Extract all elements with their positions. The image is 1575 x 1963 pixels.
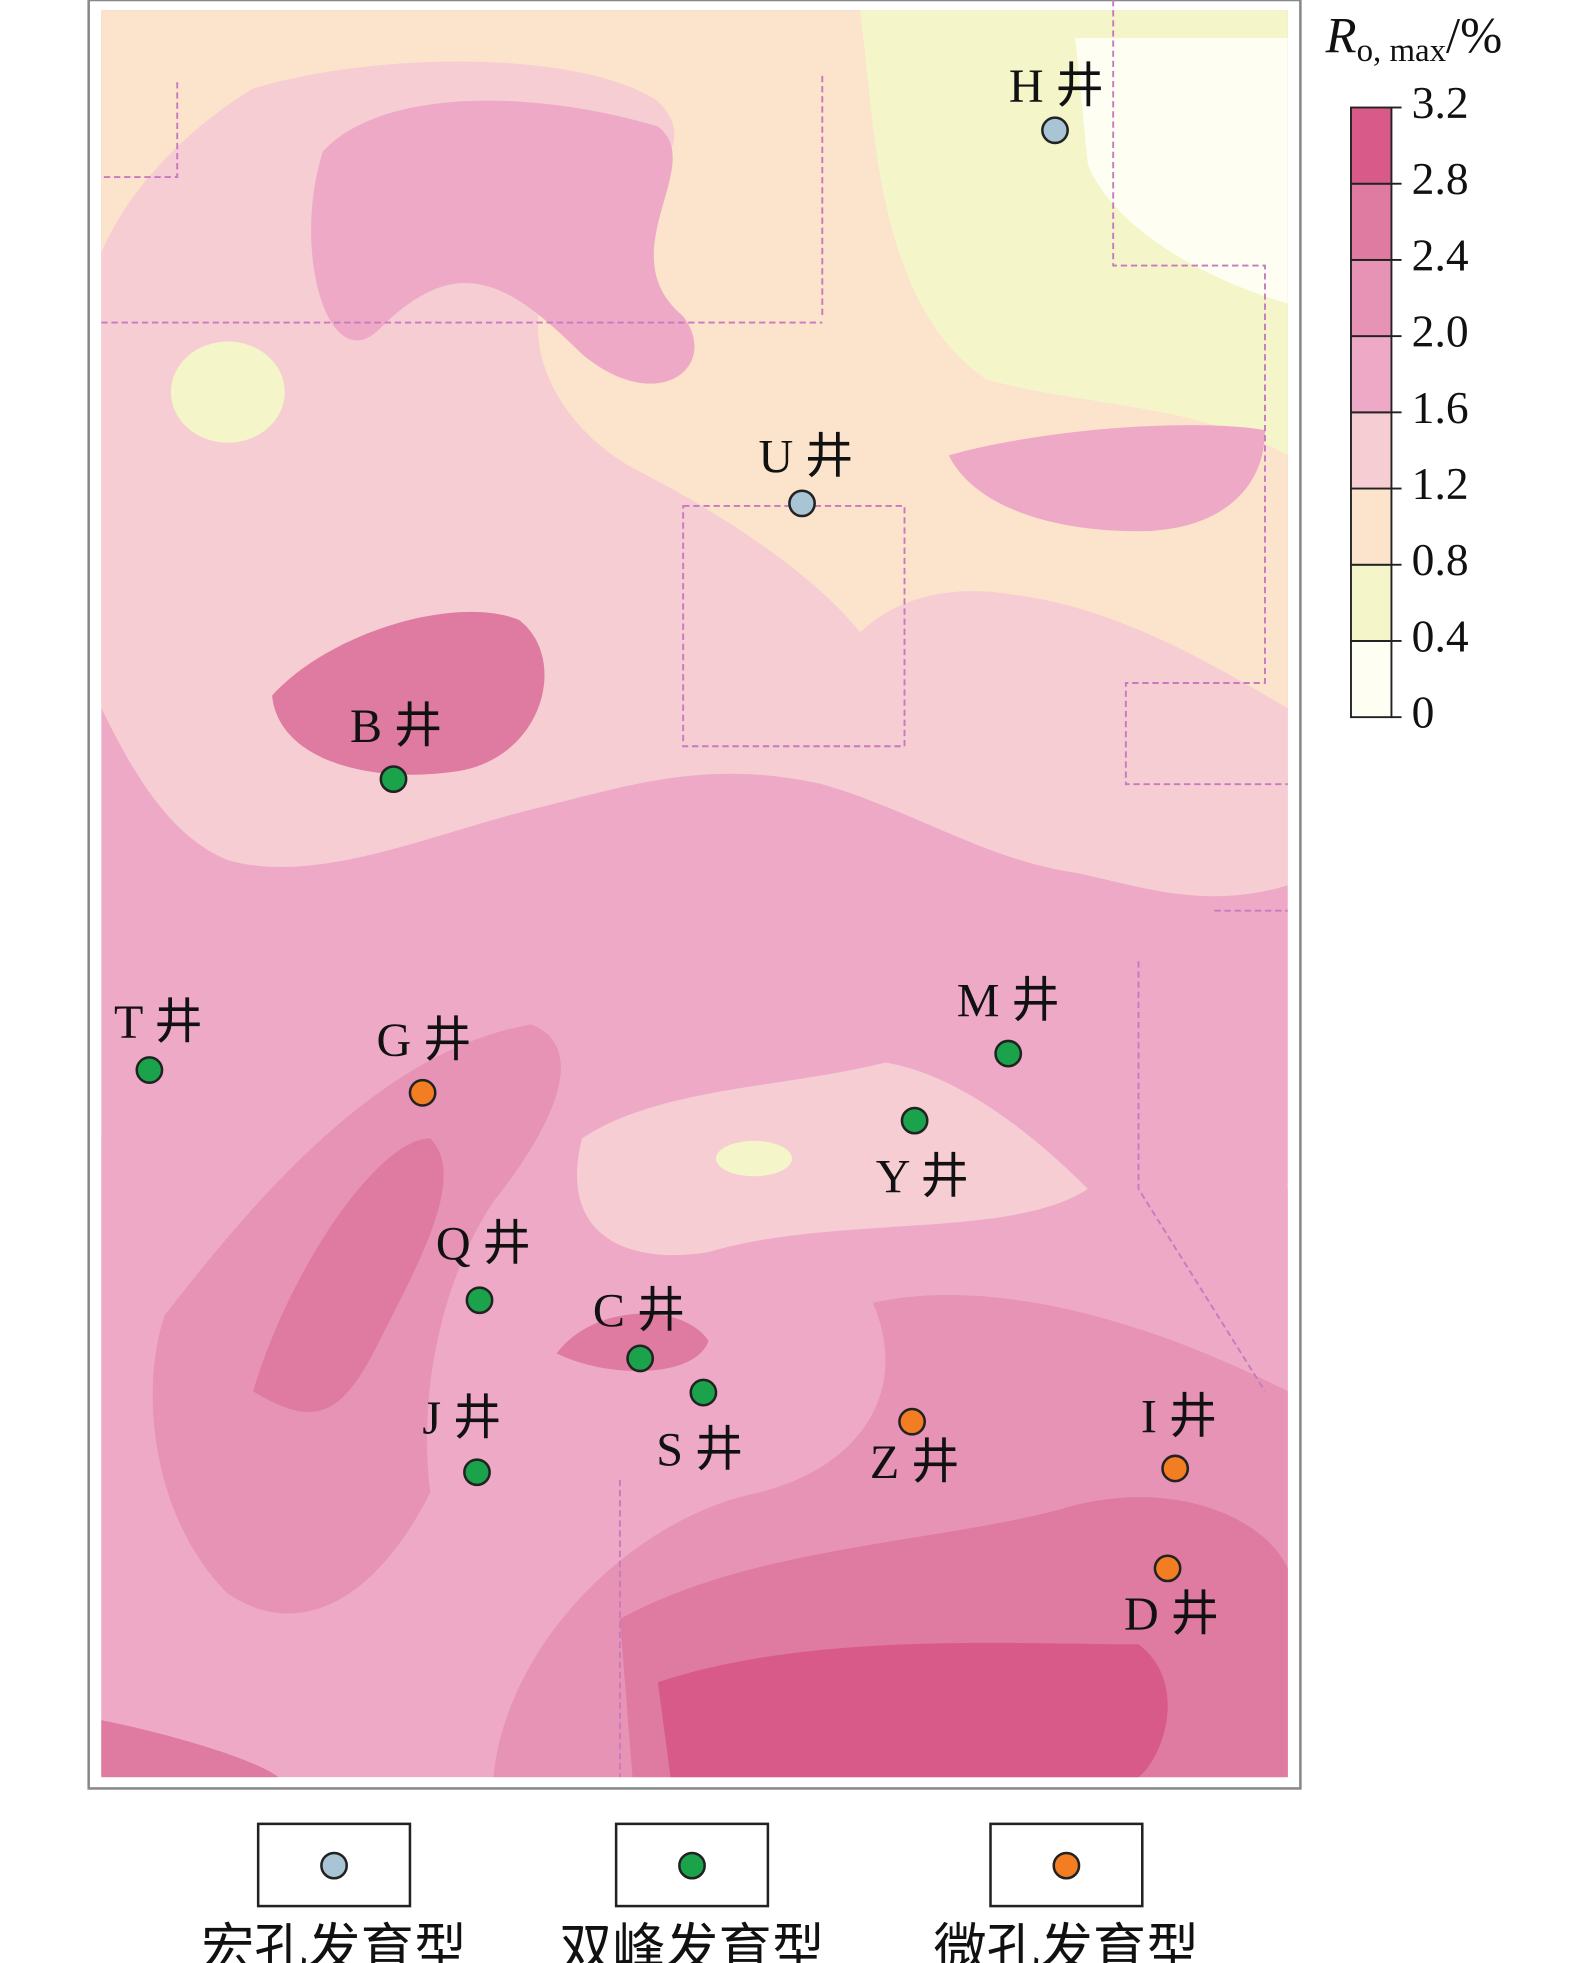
well-marker (788, 489, 816, 518)
legend-label: 宏孔发育型 (201, 1920, 467, 1963)
zone (253, 1138, 444, 1413)
colorbar-tick-label: 1.6 (1412, 382, 1469, 433)
legend-marker (678, 1851, 706, 1880)
well-label: U 井 (758, 431, 853, 484)
title-unit: /% (1446, 7, 1502, 63)
zone (657, 1642, 1168, 1778)
title-subscript: o, max (1357, 33, 1447, 69)
zone (948, 425, 1265, 532)
colorbar-tick-label: 0.4 (1412, 610, 1469, 661)
colorbar-tick-label: 2.0 (1412, 306, 1469, 357)
well-marker (1153, 1554, 1182, 1583)
colorbar-band (1350, 106, 1393, 185)
colorbar-band (1350, 487, 1393, 566)
zone (577, 1062, 1088, 1256)
well-label: Y 井 (876, 1150, 969, 1203)
zone (101, 1720, 279, 1778)
well-label: M 井 (957, 975, 1060, 1028)
well-marker (994, 1039, 1023, 1068)
well-label: Z 井 (870, 1436, 959, 1489)
colorbar-band (1350, 182, 1393, 261)
well-marker (689, 1378, 718, 1407)
contour-map (87, 0, 1302, 1790)
well-label: I 井 (1141, 1391, 1217, 1444)
colorbar-band (1350, 411, 1393, 490)
legend-label: 双峰发育型 (559, 1920, 825, 1963)
well-marker (135, 1056, 164, 1084)
boundary (101, 0, 1288, 1778)
well-label: G 井 (376, 1014, 471, 1067)
legend-label: 微孔发育型 (934, 1920, 1200, 1963)
colorbar-tick-label: 3.2 (1412, 77, 1469, 128)
zone (272, 611, 545, 775)
wells: H 井 U 井 B 井 T 井 G 井 M 井 Y 井 Q 井 C 井 S 井 J 井 Z 井 I 井 D… (114, 60, 1219, 1641)
title-symbol: R (1325, 7, 1357, 63)
colorbar-tick-label: 1.2 (1412, 458, 1469, 509)
legend: 宏孔发育型 双峰发育型 微孔发育型 (201, 1822, 1200, 1963)
zone (170, 341, 285, 443)
legend-marker (1052, 1851, 1081, 1880)
legend-marker (320, 1851, 348, 1880)
well-marker (379, 765, 408, 794)
well-marker (900, 1106, 929, 1135)
well-marker (408, 1078, 437, 1107)
colorbar-tick-label: 0 (1412, 687, 1435, 738)
well-label: J 井 (422, 1392, 501, 1445)
colorbar-band (1350, 639, 1393, 719)
well-marker (465, 1286, 494, 1315)
well-label: C 井 (593, 1284, 685, 1337)
colorbar-tick-label: 0.8 (1412, 534, 1469, 585)
well-marker (1161, 1454, 1190, 1483)
zone (716, 1140, 792, 1177)
well-label: S 井 (656, 1424, 743, 1477)
well-label: T 井 (114, 996, 203, 1049)
colorbar-band (1350, 563, 1393, 642)
colorbar: Ro, max/% 0 0.4 0.8 1.2 1.6 2.0 2.4 2.8 3.2 (1325, 7, 1503, 738)
well-label: B 井 (350, 700, 442, 753)
well-marker (626, 1344, 655, 1373)
well-marker (898, 1407, 926, 1436)
colorbar-tick-label: 2.8 (1412, 153, 1469, 204)
colorbar-band (1350, 335, 1393, 414)
well-label: Q 井 (436, 1217, 531, 1270)
colorbar-title: Ro, max/% (1325, 7, 1503, 69)
well-label: H 井 (1009, 60, 1104, 113)
well-label: D 井 (1124, 1588, 1219, 1641)
zone (556, 1313, 709, 1371)
zone (1075, 37, 1288, 304)
colorbar-tick-label: 2.4 (1412, 229, 1469, 280)
zone (311, 100, 695, 384)
well-marker (463, 1458, 491, 1487)
colorbar-band (1350, 258, 1393, 338)
well-marker (1041, 116, 1069, 145)
